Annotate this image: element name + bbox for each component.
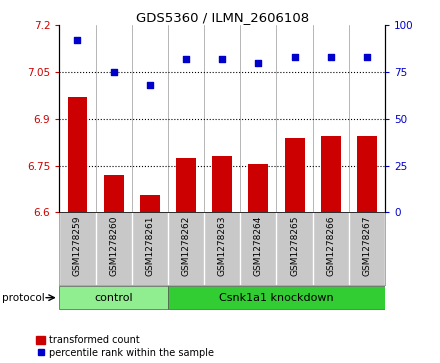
Bar [321,136,341,212]
Point [147,82,154,88]
Point [291,54,298,60]
Bar [285,138,304,212]
Title: GDS5360 / ILMN_2606108: GDS5360 / ILMN_2606108 [136,11,309,24]
Bar [104,175,124,212]
Legend: transformed count, percentile rank within the sample: transformed count, percentile rank withi… [36,335,214,358]
Point [327,54,334,60]
Text: GSM1278261: GSM1278261 [145,216,154,277]
Bar [168,286,385,309]
Bar [176,158,196,212]
Bar [59,286,168,309]
Text: GSM1278259: GSM1278259 [73,216,82,277]
Text: protocol: protocol [2,293,45,303]
Bar [68,97,88,212]
Bar [212,156,232,212]
Text: control: control [94,293,133,303]
Point [255,60,262,66]
Point [219,56,226,62]
Text: GSM1278260: GSM1278260 [109,216,118,277]
Text: Csnk1a1 knockdown: Csnk1a1 knockdown [219,293,334,303]
Text: GSM1278267: GSM1278267 [363,216,371,277]
Point [363,54,370,60]
Bar [357,136,377,212]
Point [183,56,190,62]
Text: GSM1278262: GSM1278262 [182,216,191,276]
Point [110,69,117,75]
Point [74,37,81,43]
Text: GSM1278263: GSM1278263 [218,216,227,277]
Text: GSM1278264: GSM1278264 [254,216,263,276]
Text: GSM1278266: GSM1278266 [326,216,335,277]
Bar [140,195,160,212]
Bar [249,164,268,212]
Text: GSM1278265: GSM1278265 [290,216,299,277]
